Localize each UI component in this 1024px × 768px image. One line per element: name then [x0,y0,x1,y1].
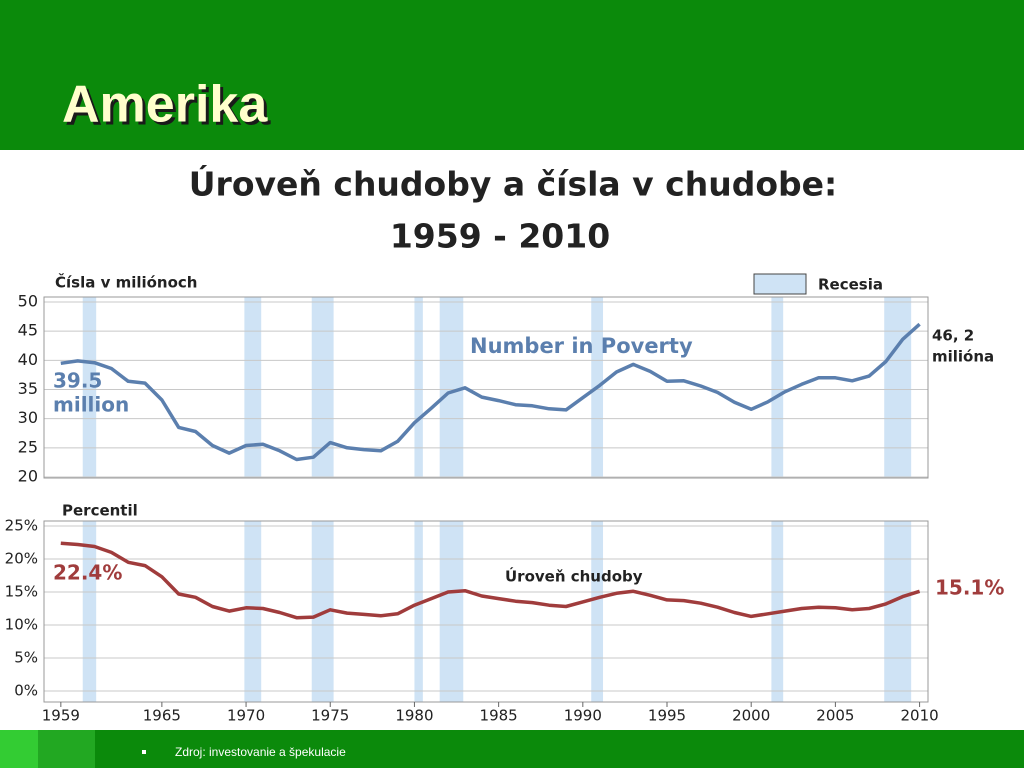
annotation: 46, 2 [932,327,974,345]
x-tick-label: 1980 [395,707,433,725]
y-tick-label: 40 [18,350,38,369]
plot-frame [43,520,929,703]
footer-source: Zdroj: investovanie a špekulacie [175,745,346,759]
slide-title-shadow: Amerika [65,79,271,137]
recession-band [311,297,334,478]
annotation: 15.1% [935,576,1004,600]
y-tick-label: 20% [5,550,38,568]
recession-band [414,297,423,478]
slide-title: Amerika [62,76,268,134]
x-tick-label: 2010 [900,707,938,725]
y-tick-label: 25% [5,517,38,535]
x-tick-label: 1995 [648,707,686,725]
y-tick-label: 5% [14,649,38,667]
x-tick-label: 2005 [816,707,854,725]
series-label: Number in Poverty [470,334,693,358]
recession-band [244,297,262,478]
x-tick-label: 1975 [311,707,349,725]
y-tick-label: 45 [18,321,38,340]
x-tick-label: 1985 [480,707,518,725]
chart-image [0,150,1024,730]
x-tick-label: 1970 [227,707,265,725]
footer-square [0,730,38,768]
annotation: milióna [932,348,994,366]
recession-band [414,521,423,702]
recession-band [884,521,912,702]
chart-title: Úroveň chudoby a čísla v chudobe: [189,164,837,204]
y-axis-label: Percentil [62,502,138,520]
recession-band [591,521,604,702]
y-axis-label: Čísla v miliónoch [55,273,197,292]
footer-bar [0,730,1024,768]
y-tick-label: 30 [18,408,38,427]
x-tick-label: 1990 [564,707,602,725]
annotation: million [53,393,129,417]
y-tick-label: 10% [5,616,38,634]
series-label: Úroveň chudoby [505,567,643,586]
y-tick-label: 15% [5,583,38,601]
x-tick-label: 2000 [732,707,770,725]
recession-band [244,521,262,702]
annotation: 22.4% [53,561,122,585]
recession-band [439,521,464,702]
footer-square [38,730,95,768]
plot-frame [43,296,929,479]
series-line [60,541,921,620]
x-tick-label: 1959 [42,707,80,725]
x-tick-label: 1965 [143,707,181,725]
annotation: 39.5 [53,369,102,393]
y-tick-label: 20 [18,467,38,486]
y-tick-label: 35 [18,379,38,398]
recession-band [771,297,784,478]
y-tick-label: 25 [18,437,38,456]
bullet [142,750,146,754]
recession-band [82,521,97,702]
chart-subtitle: 1959 - 2010 [390,217,610,256]
recession-band [82,297,97,478]
recession-band [884,297,912,478]
recession-band [439,297,464,478]
y-tick-label: 0% [14,682,38,700]
header-bar [0,0,1024,150]
y-tick-label: 50 [18,292,38,311]
legend-swatch [753,273,807,295]
series-line [60,322,921,462]
legend-label: Recesia [818,276,883,294]
